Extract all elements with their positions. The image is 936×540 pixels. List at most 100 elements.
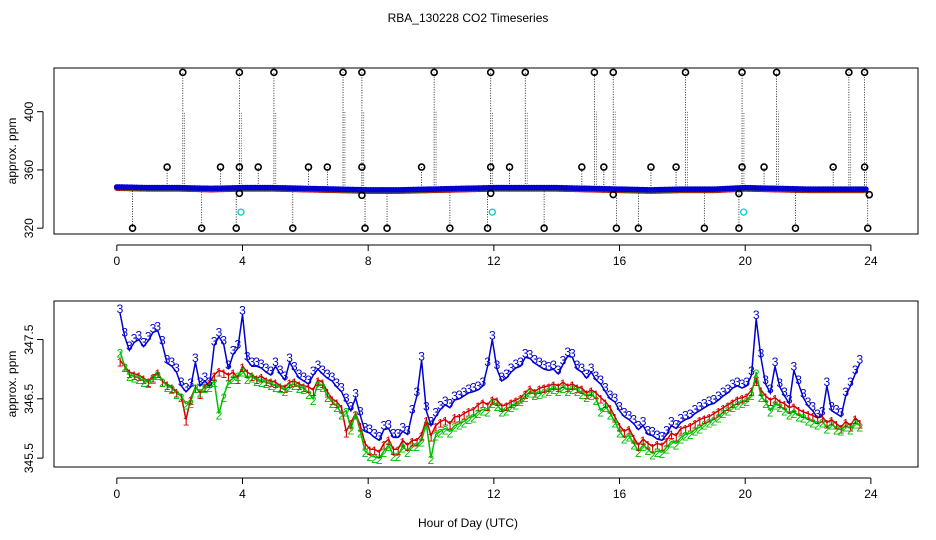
- series-1-point: 1: [640, 434, 647, 448]
- series-1-point: 1: [154, 367, 161, 381]
- series-3-point: 3: [673, 417, 680, 431]
- series-3-point: 3: [795, 373, 802, 387]
- series-2-point: 2: [126, 370, 133, 384]
- series-2-point: 2: [762, 397, 769, 411]
- series-1-point: 1: [819, 412, 826, 426]
- series-2-point: 2: [150, 373, 157, 387]
- series-2-point: 2: [739, 397, 746, 411]
- series-1-point: 1: [593, 388, 600, 402]
- series-1-point: 1: [414, 435, 421, 449]
- series-1-point: 1: [117, 355, 124, 369]
- series-3-point: 3: [239, 304, 246, 318]
- series-1-point: 1: [531, 387, 538, 401]
- outlier-point: [863, 224, 872, 232]
- series-2-point: 2: [253, 375, 260, 389]
- series-2-point: 2: [220, 391, 227, 405]
- series-2-point: 2: [409, 440, 416, 454]
- series-2-point: 2: [626, 431, 633, 445]
- series-3-point: 3: [503, 367, 510, 381]
- series-2-point: 2: [381, 446, 388, 460]
- series-3-point: 3: [291, 359, 298, 373]
- series-1-point: 1: [513, 395, 520, 409]
- series-1-point: 1: [385, 434, 392, 448]
- series-2-point: 2: [447, 426, 454, 440]
- series-3-point: 3: [338, 381, 345, 395]
- series-1-point: 1: [682, 422, 689, 436]
- series-3-point: 3: [216, 326, 223, 340]
- series-3-point: 3: [414, 385, 421, 399]
- series-1-point: 1: [602, 397, 609, 411]
- series-3-point: 3: [720, 385, 727, 399]
- series-3-point: 3: [399, 420, 406, 434]
- series-3-point: 3: [531, 352, 538, 366]
- series-2-point: 2: [767, 406, 774, 420]
- series-3-point: 3: [588, 361, 595, 375]
- series-1-point: 1: [121, 361, 128, 375]
- series-2-point: 2: [550, 383, 557, 397]
- series-1-point: 1: [480, 397, 487, 411]
- series-1-point: 1: [522, 388, 529, 402]
- series-1-point: 1: [291, 376, 298, 390]
- series-1-point: 1: [178, 391, 185, 405]
- series-2-point: 2: [588, 389, 595, 403]
- series-3-point: 3: [677, 412, 684, 426]
- series-2-point: 2: [135, 373, 142, 387]
- series-3-point: 3: [489, 329, 496, 343]
- outlier-point: [339, 68, 347, 77]
- series-2-point: 2: [371, 452, 378, 466]
- series-3-point: 3: [513, 357, 520, 371]
- series-2-point: 2: [282, 385, 289, 399]
- series-3-point: 3: [663, 423, 670, 437]
- series-2-point: 2: [809, 416, 816, 430]
- series-2-point: 2: [527, 387, 534, 401]
- series-2-point: 2: [315, 379, 322, 393]
- series-2-point: 2: [423, 419, 430, 433]
- series-2-point: 2: [451, 421, 458, 435]
- series-2-point: 2: [310, 394, 317, 408]
- series-2-point: 2: [569, 383, 576, 397]
- outlier-point: [505, 163, 514, 171]
- bottom-y-axis-label: approx. ppm: [5, 351, 19, 418]
- series-1-point: 1: [352, 409, 359, 423]
- series-1-point: 1: [192, 382, 199, 396]
- series-1-point: 1: [710, 409, 717, 423]
- series-1-point: 1: [338, 403, 345, 417]
- series-1-point: 1: [508, 397, 515, 411]
- series-3-point: 3: [263, 361, 270, 375]
- series-2-point: 2: [164, 381, 171, 395]
- series-2-point: 2: [324, 391, 331, 405]
- series-3-point: 3: [545, 359, 552, 373]
- series-1-point: 1: [555, 381, 562, 395]
- series-1-point: 1: [626, 423, 633, 437]
- series-3-point: 3: [701, 397, 708, 411]
- series-2-point: 2: [121, 361, 128, 375]
- series-1-point: 1: [451, 412, 458, 426]
- outlier-point: [216, 163, 225, 171]
- series-1-point: 1: [145, 376, 152, 390]
- series-1-point: 1: [743, 391, 750, 405]
- series-1-point: 1: [333, 397, 340, 411]
- series-3-point: 3: [833, 403, 840, 417]
- outlier-point: [860, 163, 869, 171]
- series-3-point: 3: [253, 355, 260, 369]
- series-2-point: 2: [197, 387, 204, 401]
- series-2-point: 2: [305, 388, 312, 402]
- series-2-point: 2: [828, 419, 835, 433]
- series-2-point: 2: [390, 450, 397, 464]
- series-2-point: 2: [513, 399, 520, 413]
- series-3-point: 3: [366, 422, 373, 436]
- series-1-point: 1: [734, 394, 741, 408]
- series-3-point: 3: [310, 364, 317, 378]
- series-3-point: 3: [616, 400, 623, 414]
- series-2-point: 2: [668, 437, 675, 451]
- series-1-point: 1: [239, 361, 246, 375]
- series-3-point: 3: [621, 406, 628, 420]
- series-1-point: 1: [597, 393, 604, 407]
- series-1-point: 1: [475, 400, 482, 414]
- outlier-point: [590, 68, 599, 77]
- series-1-point: 1: [644, 438, 651, 452]
- series-3-point: 3: [498, 370, 505, 384]
- series-2-point: 2: [607, 409, 614, 423]
- series-1-point: 1: [216, 365, 223, 379]
- series-3-point: 3: [710, 393, 717, 407]
